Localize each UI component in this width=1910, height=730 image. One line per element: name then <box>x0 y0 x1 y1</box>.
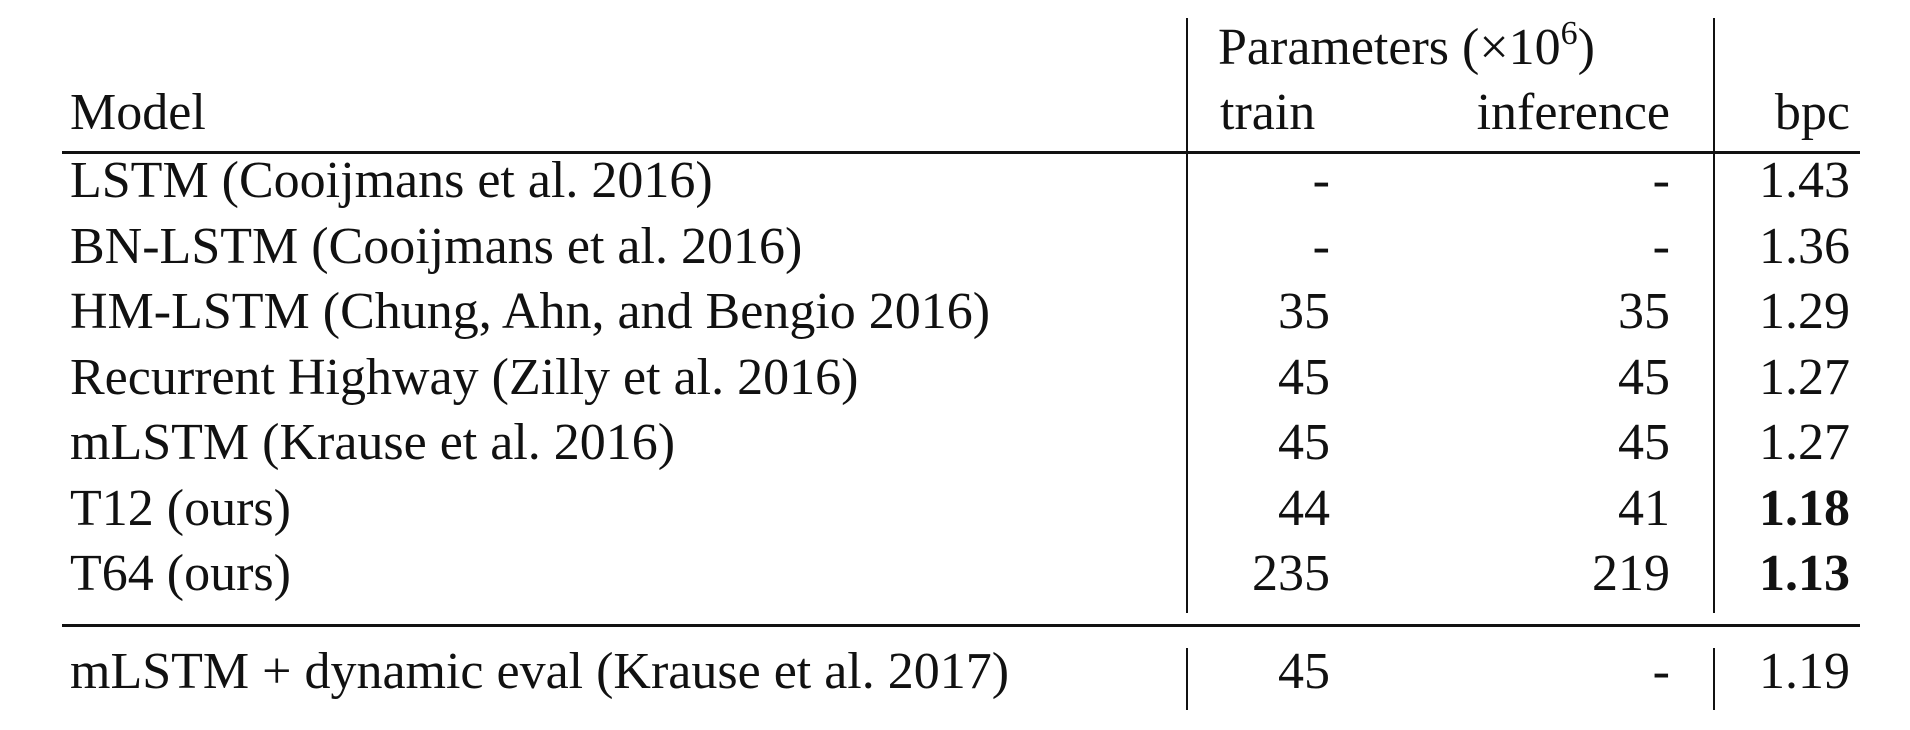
table-row-6-bpc: 1.18 <box>1759 480 1850 537</box>
table-row-7-train: 235 <box>1252 545 1330 602</box>
table-row-1-inference: - <box>1652 152 1670 209</box>
table-row-4-bpc: 1.27 <box>1759 349 1850 406</box>
header-bpc: bpc <box>1774 84 1850 141</box>
extra-row-inference: - <box>1652 643 1670 700</box>
header-inference: inference <box>1476 84 1670 141</box>
header-rule <box>62 151 1860 154</box>
table-row-1-bpc: 1.43 <box>1759 152 1850 209</box>
parameters-group-header: Parameters (×106) <box>1218 15 1595 76</box>
table-row-2-bpc: 1.36 <box>1759 218 1850 275</box>
table-row-3-bpc: 1.29 <box>1759 283 1850 340</box>
table-row-5-inference: 45 <box>1618 414 1670 471</box>
table-row-4-train: 45 <box>1278 349 1330 406</box>
table-row-3-model: HM-LSTM (Chung, Ahn, and Bengio 2016) <box>70 283 991 340</box>
table-row-6-train: 44 <box>1278 480 1330 537</box>
table-row-4-model: Recurrent Highway (Zilly et al. 2016) <box>70 349 859 406</box>
table-row-2-train: - <box>1312 218 1330 275</box>
header-train: train <box>1220 84 1316 141</box>
table-row-2-inference: - <box>1652 218 1670 275</box>
table-row-5-train: 45 <box>1278 414 1330 471</box>
table-row-5-model: mLSTM (Krause et al. 2016) <box>70 414 676 471</box>
table-row-2-model: BN-LSTM (Cooijmans et al. 2016) <box>70 218 803 275</box>
table-row-4-inference: 45 <box>1618 349 1670 406</box>
table-row-6-inference: 41 <box>1618 480 1670 537</box>
table-row-5-bpc: 1.27 <box>1759 414 1850 471</box>
section-rule <box>62 624 1860 627</box>
extra-row-bpc: 1.19 <box>1759 643 1850 700</box>
table-row-7-bpc: 1.13 <box>1759 545 1850 602</box>
separator-params-bpc-extra <box>1713 648 1715 710</box>
separator-model-params <box>1186 18 1188 613</box>
table-row-3-inference: 35 <box>1618 283 1670 340</box>
extra-row-train: 45 <box>1278 643 1330 700</box>
separator-model-params-extra <box>1186 648 1188 710</box>
separator-params-bpc <box>1713 18 1715 613</box>
table-row-7-model: T64 (ours) <box>70 545 291 602</box>
header-model: Model <box>70 84 206 141</box>
table-row-7-inference: 219 <box>1592 545 1670 602</box>
table-row-1-model: LSTM (Cooijmans et al. 2016) <box>70 152 713 209</box>
extra-row-model: mLSTM + dynamic eval (Krause et al. 2017… <box>70 643 1010 700</box>
table-row-3-train: 35 <box>1278 283 1330 340</box>
table-row-1-train: - <box>1312 152 1330 209</box>
table-row-6-model: T12 (ours) <box>70 480 291 537</box>
